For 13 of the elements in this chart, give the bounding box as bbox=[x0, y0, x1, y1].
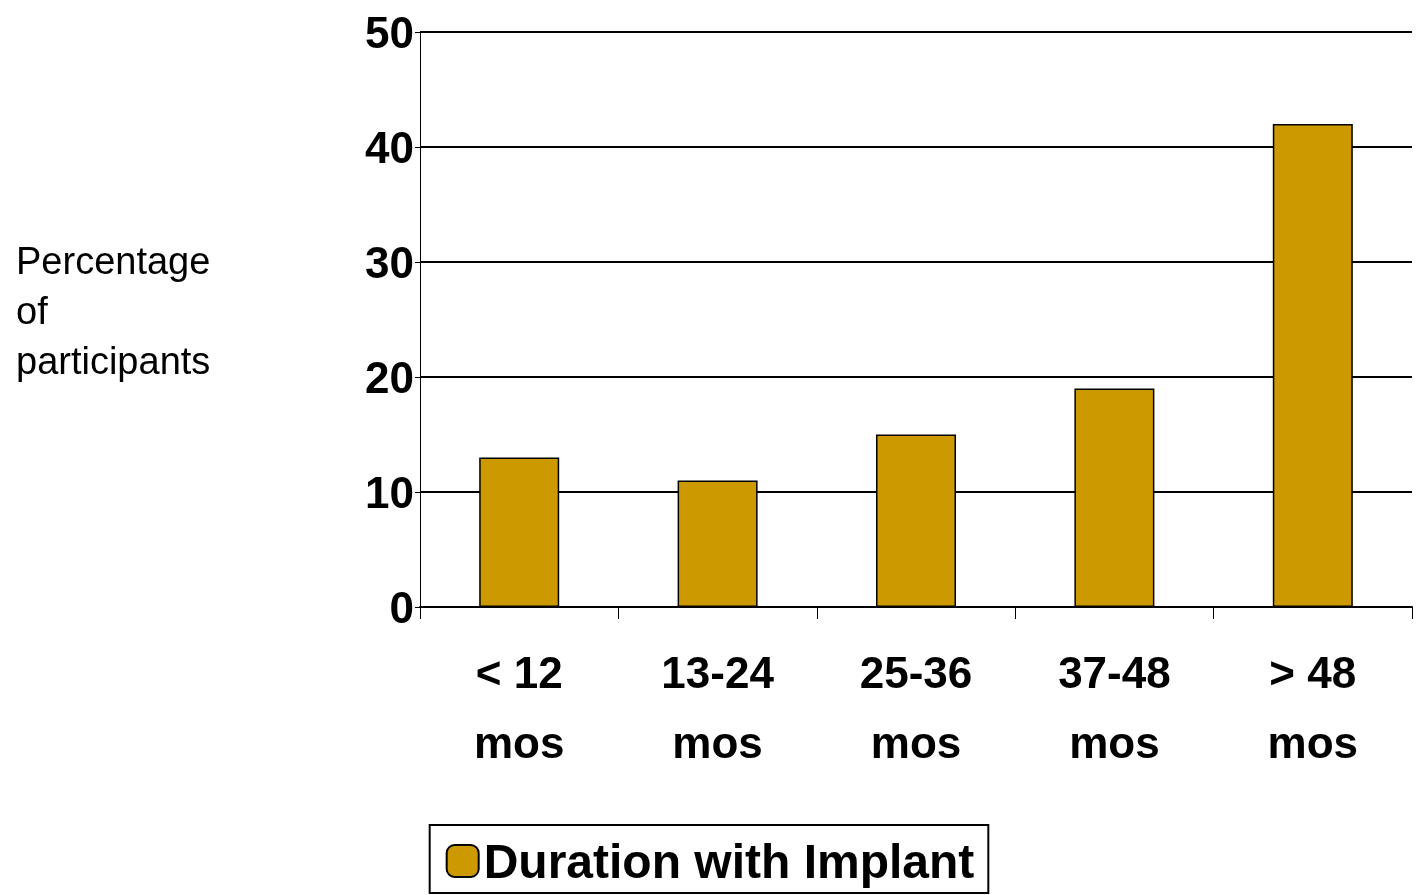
x-tick-label: < 12 mos bbox=[473, 647, 565, 767]
y-tick-label: 0 bbox=[389, 582, 414, 632]
y-axis-title: Percentage of participants bbox=[16, 240, 221, 382]
x-tick-label: > 48 mos bbox=[1267, 647, 1359, 767]
y-tick-label: 20 bbox=[365, 352, 414, 402]
y-tick-label: 50 bbox=[365, 7, 414, 57]
x-tick-label: 25-36 mos bbox=[859, 647, 973, 767]
y-tick-label: 10 bbox=[365, 467, 414, 517]
legend-label: Duration with Implant bbox=[483, 834, 975, 888]
y-tick-label: 40 bbox=[365, 122, 414, 172]
x-tick-label: 37-48 mos bbox=[1058, 647, 1171, 767]
y-tick-label: 30 bbox=[365, 237, 414, 287]
x-tick-label: 13-24 mos bbox=[661, 647, 775, 767]
